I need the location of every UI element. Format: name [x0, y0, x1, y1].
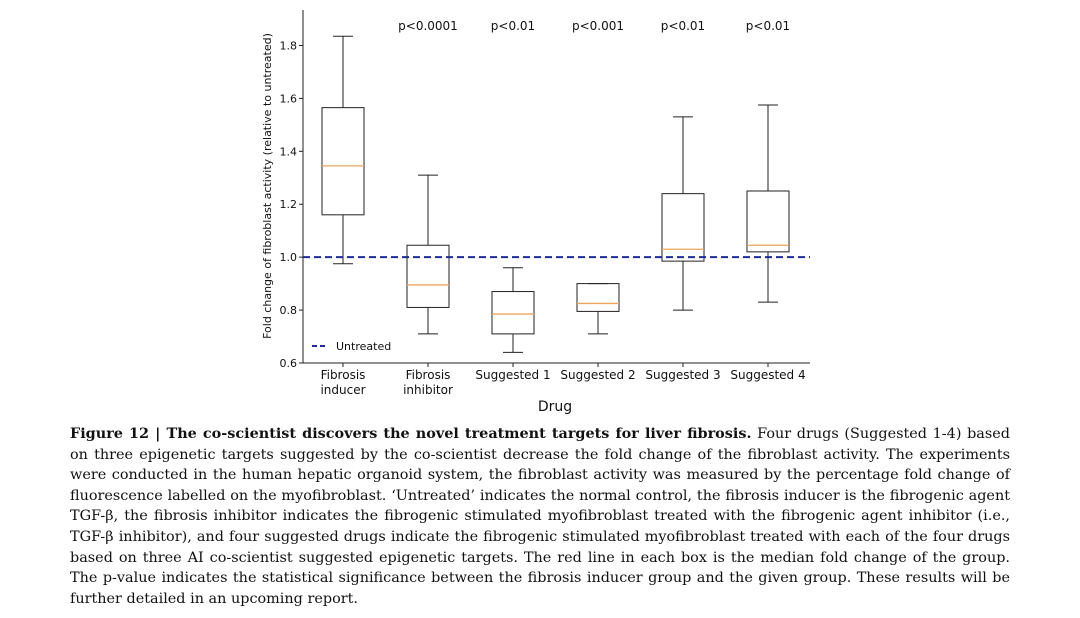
x-tick-label: Suggested 1: [475, 368, 550, 382]
x-tick-label: inducer: [320, 383, 365, 397]
x-tick-label: Suggested 2: [560, 368, 635, 382]
y-tick-label: 0.8: [280, 304, 298, 317]
iqr-box: [321, 107, 365, 216]
iqr-box: [491, 291, 535, 335]
y-tick-label: 1.6: [280, 92, 298, 105]
x-tick-label: Suggested 3: [645, 368, 720, 382]
y-tick-label: 1.0: [280, 251, 298, 264]
x-tick-label: Suggested 4: [730, 368, 805, 382]
x-tick-label: inhibitor: [403, 383, 453, 397]
iqr-box: [576, 283, 620, 312]
pvalue-label: p<0.01: [661, 19, 705, 33]
caption-label: Figure 12 | The co-scientist discovers t…: [70, 425, 752, 442]
pvalue-label: p<0.001: [572, 19, 624, 33]
x-tick-label: Fibrosis: [406, 368, 451, 382]
y-tick-label: 1.4: [280, 145, 298, 158]
x-tick-label: Fibrosis: [321, 368, 366, 382]
y-axis-label: Fold change of fibroblast activity (rela…: [261, 33, 274, 339]
iqr-box: [406, 244, 450, 308]
pvalue-label: p<0.01: [746, 19, 790, 33]
boxplot-chart: 0.60.81.01.21.41.61.8FibrosisinducerFibr…: [261, 10, 810, 415]
iqr-box: [661, 193, 705, 262]
iqr-box: [746, 190, 790, 253]
y-tick-label: 1.2: [280, 198, 298, 211]
y-tick-label: 1.8: [280, 39, 298, 52]
x-axis-label: Drug: [538, 399, 572, 415]
pvalue-label: p<0.01: [491, 19, 535, 33]
figure-caption: Figure 12 | The co-scientist discovers t…: [70, 424, 1010, 609]
caption-text: Four drugs (Suggested 1-4) based on thre…: [70, 426, 1010, 607]
y-tick-label: 0.6: [280, 357, 298, 370]
pvalue-label: p<0.0001: [398, 19, 458, 33]
legend-label: Untreated: [336, 340, 391, 353]
